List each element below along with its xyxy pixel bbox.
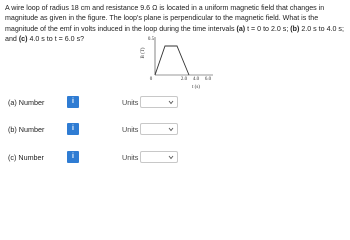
x-tick-label: 0 <box>150 77 153 82</box>
part-label: (a) <box>236 24 246 33</box>
x-tick-label: 6.0 <box>205 77 212 82</box>
row-label: (a) Number <box>8 98 45 107</box>
chevron <box>168 155 174 160</box>
info-button[interactable]: i <box>67 123 79 135</box>
row-label: (b) Number <box>8 125 45 134</box>
info-button[interactable]: i <box>67 151 79 163</box>
y-tick-label: 0.5 <box>148 37 155 42</box>
field-graph: B (T) 0.5 0 2.0 4.0 6.0 t (s) <box>141 37 213 90</box>
question-segment: 4.0 s to t = 6.0 s? <box>27 35 85 44</box>
x-tick-label: 2.0 <box>181 77 188 82</box>
units-select[interactable] <box>140 151 178 163</box>
units-label: Units <box>122 125 139 134</box>
answer-row: (b) Number i Units <box>0 123 350 137</box>
units-label: Units <box>122 98 139 107</box>
units-select[interactable] <box>140 96 178 108</box>
page: A wire loop of radius 18 cm and resistan… <box>0 3 350 165</box>
x-tick-label: 4.0 <box>193 77 200 82</box>
part-label: (c) <box>18 35 28 44</box>
units-select[interactable] <box>140 123 178 135</box>
info-button[interactable]: i <box>67 96 79 108</box>
units-label: Units <box>122 153 139 162</box>
question-segment: A wire loop of radius 18 cm and resistan… <box>5 4 325 33</box>
y-axis-label: B (T) <box>141 47 146 58</box>
answer-row: (a) Number i Units <box>0 96 350 110</box>
question-segment: t = 0 to 2.0 s; <box>245 24 291 33</box>
chevron <box>168 127 174 132</box>
x-axis-label: t (s) <box>192 85 200 90</box>
row-label: (c) Number <box>8 153 44 162</box>
answer-row: (c) Number i Units <box>0 151 350 165</box>
field-curve <box>154 45 190 76</box>
chevron <box>168 100 174 105</box>
question-text: A wire loop of radius 18 cm and resistan… <box>5 3 345 45</box>
part-label: (b) <box>290 24 300 33</box>
question-segment: 2.0 s to 4.0 s; and <box>5 24 344 44</box>
